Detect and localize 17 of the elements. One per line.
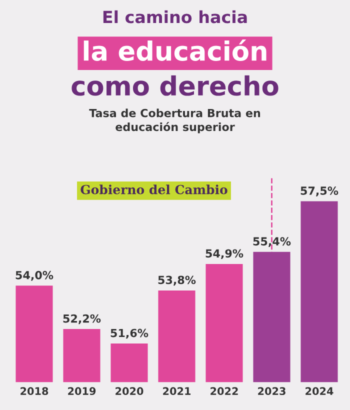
x-tick-label: 2020 [116,387,144,396]
x-tick-label: 2024 [306,387,334,396]
x-tick-label: 2023 [258,387,286,396]
x-tick-label: 2019 [68,387,96,396]
x-tick-label: 2022 [210,387,238,396]
data-label: 57,5% [300,186,338,196]
data-label: 55,4% [253,237,291,247]
chart-title: El camino hacia la educación como derecho [72,10,278,96]
chart-subtitle: Tasa de Cobertura Bruta en educación superior [89,108,260,134]
data-label: 54,0% [16,270,54,281]
x-tick-label: 2021 [163,387,191,396]
x-tick-label: 2018 [20,387,48,396]
annotation: Gobierno del Cambio [80,184,228,194]
data-label: 51,6% [110,328,148,339]
data-label: 53,8% [158,276,196,286]
data-label: 54,9% [206,249,244,260]
data-label: 52,2% [63,314,101,324]
